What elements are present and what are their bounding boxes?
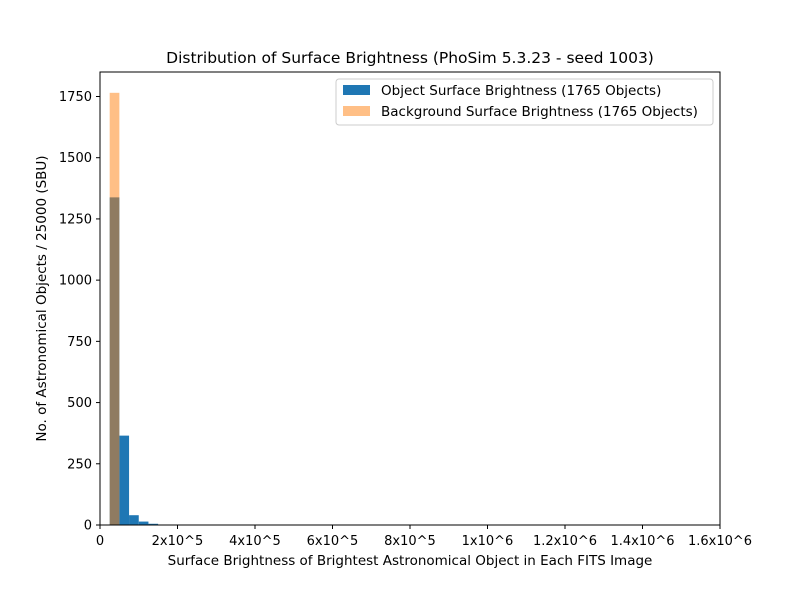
y-axis-ticks: 0 250 500 750 1000 1250 1500 1750 xyxy=(59,90,100,534)
x-axis-ticks: 0 2x10^5 4x10^5 6x10^5 8x10^5 1x10^6 1.2x10^6 1… xyxy=(96,525,752,549)
y-tick-label-1: 250 xyxy=(67,457,92,472)
legend-label-background: Background Surface Brightness (1765 Obje… xyxy=(381,104,698,120)
chart-title: Distribution of Surface Brightness (PhoS… xyxy=(166,49,654,67)
x-tick-label-4: 8x10^5 xyxy=(384,534,436,549)
y-tick-label-4: 1000 xyxy=(59,274,92,289)
histogram-bar-s1-b0 xyxy=(109,92,120,526)
histogram-bar-s0-b4 xyxy=(148,523,159,525)
x-tick-label-6: 1.2x10^6 xyxy=(533,534,597,549)
x-tick-label-8: 1.6x10^6 xyxy=(688,534,752,549)
x-tick-label-7: 1.4x10^6 xyxy=(610,534,674,549)
y-tick-label-2: 500 xyxy=(67,396,92,411)
y-tick-label-3: 750 xyxy=(67,335,92,350)
legend-box xyxy=(335,78,714,126)
legend: Object Surface Brightness (1765 Objects)… xyxy=(335,78,714,126)
x-tick-label-1: 2x10^5 xyxy=(152,534,204,549)
x-tick-label-3: 6x10^5 xyxy=(307,534,359,549)
legend-swatch-background xyxy=(343,106,370,116)
legend-swatch-object xyxy=(343,85,370,95)
x-axis-label: Surface Brightness of Brightest Astronom… xyxy=(168,553,653,569)
y-tick-label-7: 1750 xyxy=(59,90,92,105)
histogram-bar-s0-b2 xyxy=(129,515,139,525)
histogram-bar-s0-b3 xyxy=(138,521,149,525)
legend-label-object: Object Surface Brightness (1765 Objects) xyxy=(381,83,661,99)
x-tick-label-0: 0 xyxy=(96,534,104,549)
y-axis-label: No. of Astronomical Objects / 25000 (SBU… xyxy=(34,155,50,441)
y-tick-label-6: 1500 xyxy=(59,151,92,166)
y-tick-label-0: 0 xyxy=(84,519,92,534)
x-tick-label-5: 1x10^6 xyxy=(462,534,514,549)
x-tick-label-2: 4x10^5 xyxy=(229,534,281,549)
histogram-bar-s0-b1 xyxy=(119,435,130,525)
y-tick-label-5: 1250 xyxy=(59,212,92,227)
